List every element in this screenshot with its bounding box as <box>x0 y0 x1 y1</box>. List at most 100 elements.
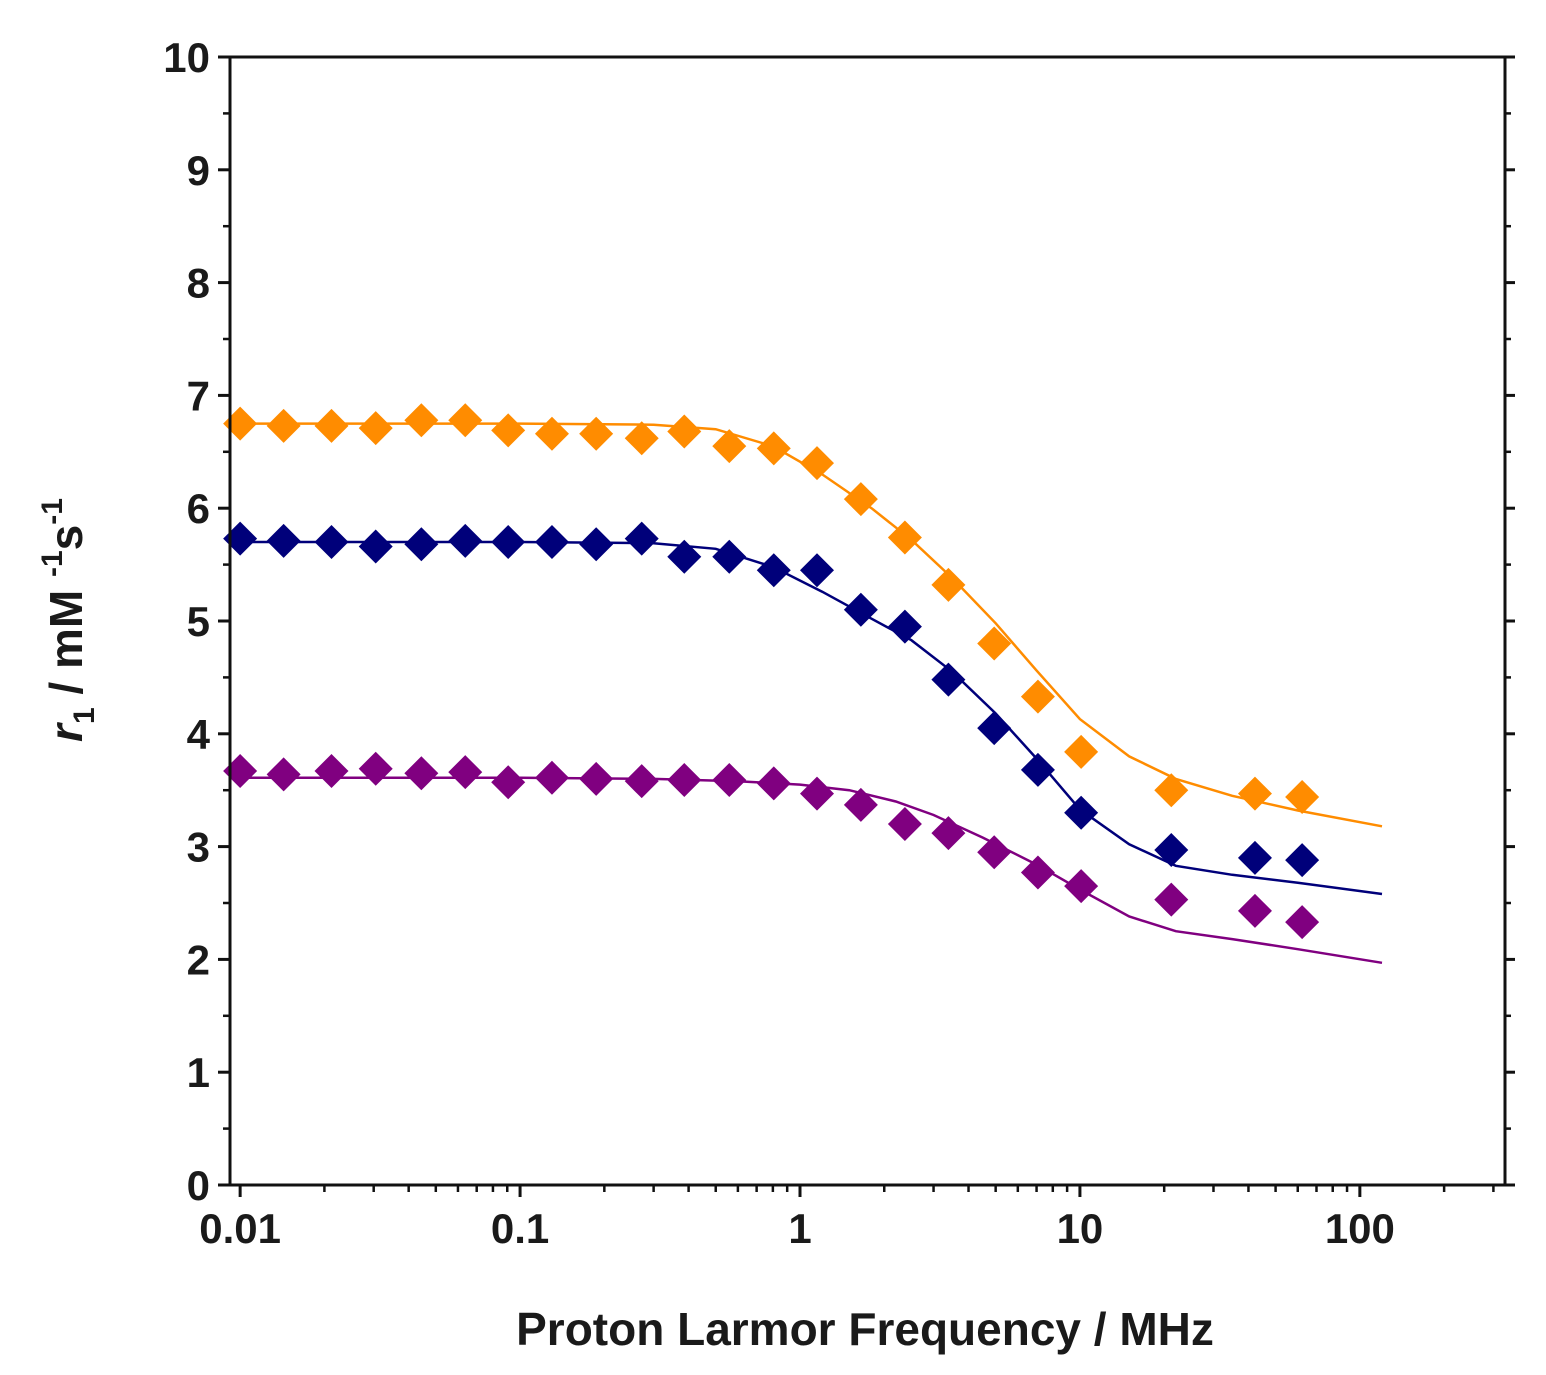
point-orange <box>799 446 834 481</box>
point-orange <box>579 416 614 451</box>
fit-line-navy <box>240 540 1383 896</box>
point-navy <box>266 523 301 558</box>
point-navy <box>624 521 659 556</box>
x-tick-label: 100 <box>1325 1205 1395 1252</box>
point-navy <box>756 553 791 588</box>
point-purple <box>931 816 966 851</box>
point-navy <box>579 527 614 562</box>
point-purple <box>624 764 659 799</box>
point-orange <box>1020 679 1055 714</box>
point-navy <box>1154 832 1189 867</box>
x-axis-title: Proton Larmor Frequency / MHz <box>516 1303 1214 1355</box>
point-purple <box>266 757 301 792</box>
point-navy <box>1237 840 1272 875</box>
y-axis-title-r: r <box>40 722 92 742</box>
plot-frame <box>228 55 1507 1187</box>
point-navy <box>887 609 922 644</box>
y-tick-label: 7 <box>187 372 210 419</box>
y-tick-label: 3 <box>187 824 210 871</box>
point-purple <box>1064 869 1099 904</box>
point-navy <box>667 539 702 574</box>
point-purple <box>358 751 393 786</box>
point-purple <box>712 763 747 798</box>
point-orange <box>491 413 526 448</box>
point-orange <box>977 626 1012 661</box>
point-orange <box>534 416 569 451</box>
fit-line-orange <box>240 422 1383 828</box>
point-orange <box>404 403 439 438</box>
point-purple <box>667 763 702 798</box>
point-purple <box>448 755 483 790</box>
y-tick-label: 8 <box>187 260 210 307</box>
point-purple <box>314 754 349 789</box>
point-purple <box>887 807 922 842</box>
point-navy <box>534 525 569 560</box>
point-orange <box>843 482 878 517</box>
point-purple <box>579 761 614 796</box>
point-navy <box>1285 843 1320 878</box>
y-tick-label: 6 <box>187 485 210 532</box>
point-purple <box>491 765 526 800</box>
point-orange <box>887 520 922 555</box>
y-axis-title-unit-a: / mM <box>40 577 92 707</box>
point-purple <box>977 835 1012 870</box>
point-navy <box>404 527 439 562</box>
point-orange <box>1237 776 1272 811</box>
point-purple <box>404 756 439 791</box>
point-orange <box>448 403 483 438</box>
point-navy <box>314 525 349 560</box>
point-orange <box>266 408 301 443</box>
y-tick-label: 1 <box>187 1049 210 1096</box>
x-tick-label: 0.01 <box>199 1205 281 1252</box>
x-tick-label: 10 <box>1057 1205 1104 1252</box>
x-tick-label: 0.1 <box>491 1205 549 1252</box>
point-navy <box>977 711 1012 746</box>
y-axis-title: r1 / mM -1s-1 <box>36 498 101 742</box>
point-navy <box>712 539 747 574</box>
point-navy <box>799 553 834 588</box>
point-orange <box>624 421 659 456</box>
axes: 0 1 2 3 4 5 6 7 8 9 10 0.01 0.1 1 10 100 <box>163 34 1515 1252</box>
x-tick-label: 1 <box>788 1205 811 1252</box>
y-tick-label: 9 <box>187 147 210 194</box>
point-navy <box>448 523 483 558</box>
point-purple <box>1285 905 1320 940</box>
point-navy <box>1020 752 1055 787</box>
point-orange <box>314 408 349 443</box>
point-orange <box>712 429 747 464</box>
point-purple <box>1020 855 1055 890</box>
y-axis-title-sup2: -1 <box>36 498 69 525</box>
y-tick-label: 4 <box>187 711 211 758</box>
point-navy <box>1064 795 1099 830</box>
point-purple <box>1154 882 1189 917</box>
point-navy <box>358 529 393 564</box>
point-purple <box>534 760 569 795</box>
point-navy <box>491 525 526 560</box>
y-tick-label: 2 <box>187 936 210 983</box>
y-axis-title-sub: 1 <box>68 707 101 724</box>
point-orange <box>1154 773 1189 808</box>
point-navy <box>843 592 878 627</box>
point-orange <box>1285 779 1320 814</box>
point-orange <box>756 431 791 466</box>
data-points <box>223 403 1320 940</box>
point-purple <box>756 766 791 801</box>
y-tick-label: 0 <box>187 1162 210 1209</box>
point-purple <box>843 787 878 822</box>
point-navy <box>223 521 258 556</box>
point-purple <box>799 776 834 811</box>
point-orange <box>358 411 393 446</box>
point-purple <box>223 754 258 789</box>
point-orange <box>1064 734 1099 769</box>
point-orange <box>931 567 966 602</box>
svg-text:r1 / mM -1s-1: r1 / mM -1s-1 <box>36 498 101 742</box>
y-tick-label: 10 <box>163 34 210 81</box>
point-navy <box>931 662 966 697</box>
y-axis-title-sup1: -1 <box>36 550 69 577</box>
fit-lines <box>240 422 1383 965</box>
point-orange <box>667 414 702 449</box>
point-orange <box>223 406 258 441</box>
y-axis-title-unit-b: s <box>40 525 92 551</box>
y-tick-label: 5 <box>187 598 210 645</box>
